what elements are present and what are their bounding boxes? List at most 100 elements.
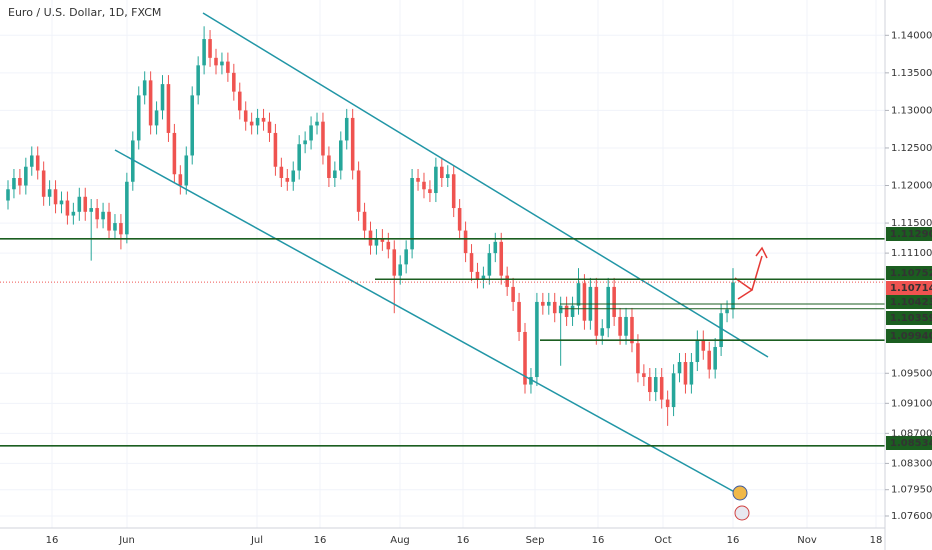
candle-body xyxy=(541,301,545,306)
candle-body xyxy=(499,241,504,276)
candle-body xyxy=(624,316,628,336)
candle-body xyxy=(166,84,171,133)
event-icon[interactable] xyxy=(732,485,748,501)
candle-body xyxy=(226,61,230,73)
candle-body xyxy=(606,286,610,329)
candle-body xyxy=(434,166,438,194)
candle-body xyxy=(273,132,278,167)
candle-body xyxy=(178,174,183,186)
candle-body xyxy=(422,181,426,190)
candle-body xyxy=(142,80,147,96)
candle-body xyxy=(594,286,599,336)
candle-body xyxy=(208,39,212,58)
candle-body xyxy=(214,57,218,66)
level-label-box xyxy=(886,266,932,280)
candle-body xyxy=(517,301,521,332)
y-tick-label: 1.08700 xyxy=(891,428,932,439)
candle-body xyxy=(249,121,254,126)
candle-body xyxy=(463,230,468,254)
candle-body xyxy=(77,196,82,212)
event-icon[interactable] xyxy=(734,505,750,521)
candle-body xyxy=(315,121,319,126)
candle-body xyxy=(327,155,331,179)
y-tick-label: 1.12500 xyxy=(891,143,932,154)
candle-body xyxy=(172,132,177,175)
candle-body xyxy=(65,200,70,216)
candle-body xyxy=(255,117,260,126)
candle-body xyxy=(131,140,135,182)
candle-body xyxy=(576,283,581,306)
x-tick-label: Jul xyxy=(250,535,263,546)
candle-body xyxy=(333,170,337,179)
candle-body xyxy=(648,377,652,393)
candle-body xyxy=(12,178,16,190)
y-tick-label: 1.14000 xyxy=(891,30,932,41)
level-label-box xyxy=(886,227,932,241)
candle-body xyxy=(125,181,129,235)
candle-body xyxy=(642,373,646,378)
y-tick-label: 1.12000 xyxy=(891,181,932,192)
candle-body xyxy=(380,238,385,242)
candle-body xyxy=(89,208,93,212)
chart-title: Euro / U.S. Dollar, 1D, FXCM xyxy=(8,6,161,19)
channel-upper xyxy=(202,12,769,358)
candle-body xyxy=(665,399,670,408)
arrow-up xyxy=(751,255,763,291)
x-tick-label: 16 xyxy=(46,535,59,546)
x-tick-label: Oct xyxy=(654,535,671,546)
candle-body xyxy=(630,316,634,344)
x-tick-label: Aug xyxy=(390,535,410,546)
candle-body xyxy=(279,166,284,179)
last-price-box xyxy=(886,281,932,295)
y-tick-label: 1.09500 xyxy=(891,368,932,379)
channel-lower xyxy=(114,149,741,496)
candle-body xyxy=(202,39,206,66)
candle-body xyxy=(552,301,557,314)
x-tick-label: 18 xyxy=(870,535,883,546)
candle-body xyxy=(29,155,34,167)
candle-body xyxy=(160,84,165,111)
candle-body xyxy=(148,80,153,126)
candle-body xyxy=(339,140,343,171)
candle-body xyxy=(582,283,587,321)
candle-body xyxy=(83,196,88,212)
levels: 1.11290 1.10752 1.10423 1.10359 1.09940 1.085… xyxy=(0,227,932,450)
candle-body xyxy=(190,95,195,156)
candle-body xyxy=(713,346,717,370)
candle-body xyxy=(612,286,616,317)
candle-body xyxy=(71,211,76,216)
candle-body xyxy=(154,110,159,126)
candle-body xyxy=(386,241,391,250)
x-tick-label: Sep xyxy=(526,535,545,546)
candle-body xyxy=(689,362,694,385)
candle-body xyxy=(618,316,622,336)
candle-body xyxy=(558,305,563,314)
candle-body xyxy=(232,72,236,92)
candle-body xyxy=(101,211,105,220)
candle-body xyxy=(404,249,408,265)
level-label-box xyxy=(886,436,932,450)
candle-body xyxy=(701,339,706,351)
candle-body xyxy=(719,313,723,347)
candle-body xyxy=(35,155,40,171)
level-label: 1.10752 xyxy=(890,268,932,279)
candle-body xyxy=(481,275,486,280)
candle-body xyxy=(731,282,735,310)
candle-body xyxy=(570,305,575,317)
candle-body xyxy=(107,211,111,231)
candle-body xyxy=(475,271,480,280)
level-label-box xyxy=(886,295,932,309)
y-tick-label: 1.09100 xyxy=(891,398,932,409)
candle-body xyxy=(303,140,307,145)
candle-body xyxy=(636,343,640,374)
level-label: 1.09940 xyxy=(890,331,932,342)
candle-body xyxy=(6,189,10,201)
candle-body xyxy=(440,166,444,179)
candle-body xyxy=(428,189,432,194)
candle-body xyxy=(505,275,509,287)
y-tick-label: 1.11100 xyxy=(891,248,932,259)
x-tick-label: 16 xyxy=(592,535,605,546)
candle-body xyxy=(677,362,682,374)
candle-body xyxy=(220,61,224,66)
candle-body xyxy=(600,328,605,336)
